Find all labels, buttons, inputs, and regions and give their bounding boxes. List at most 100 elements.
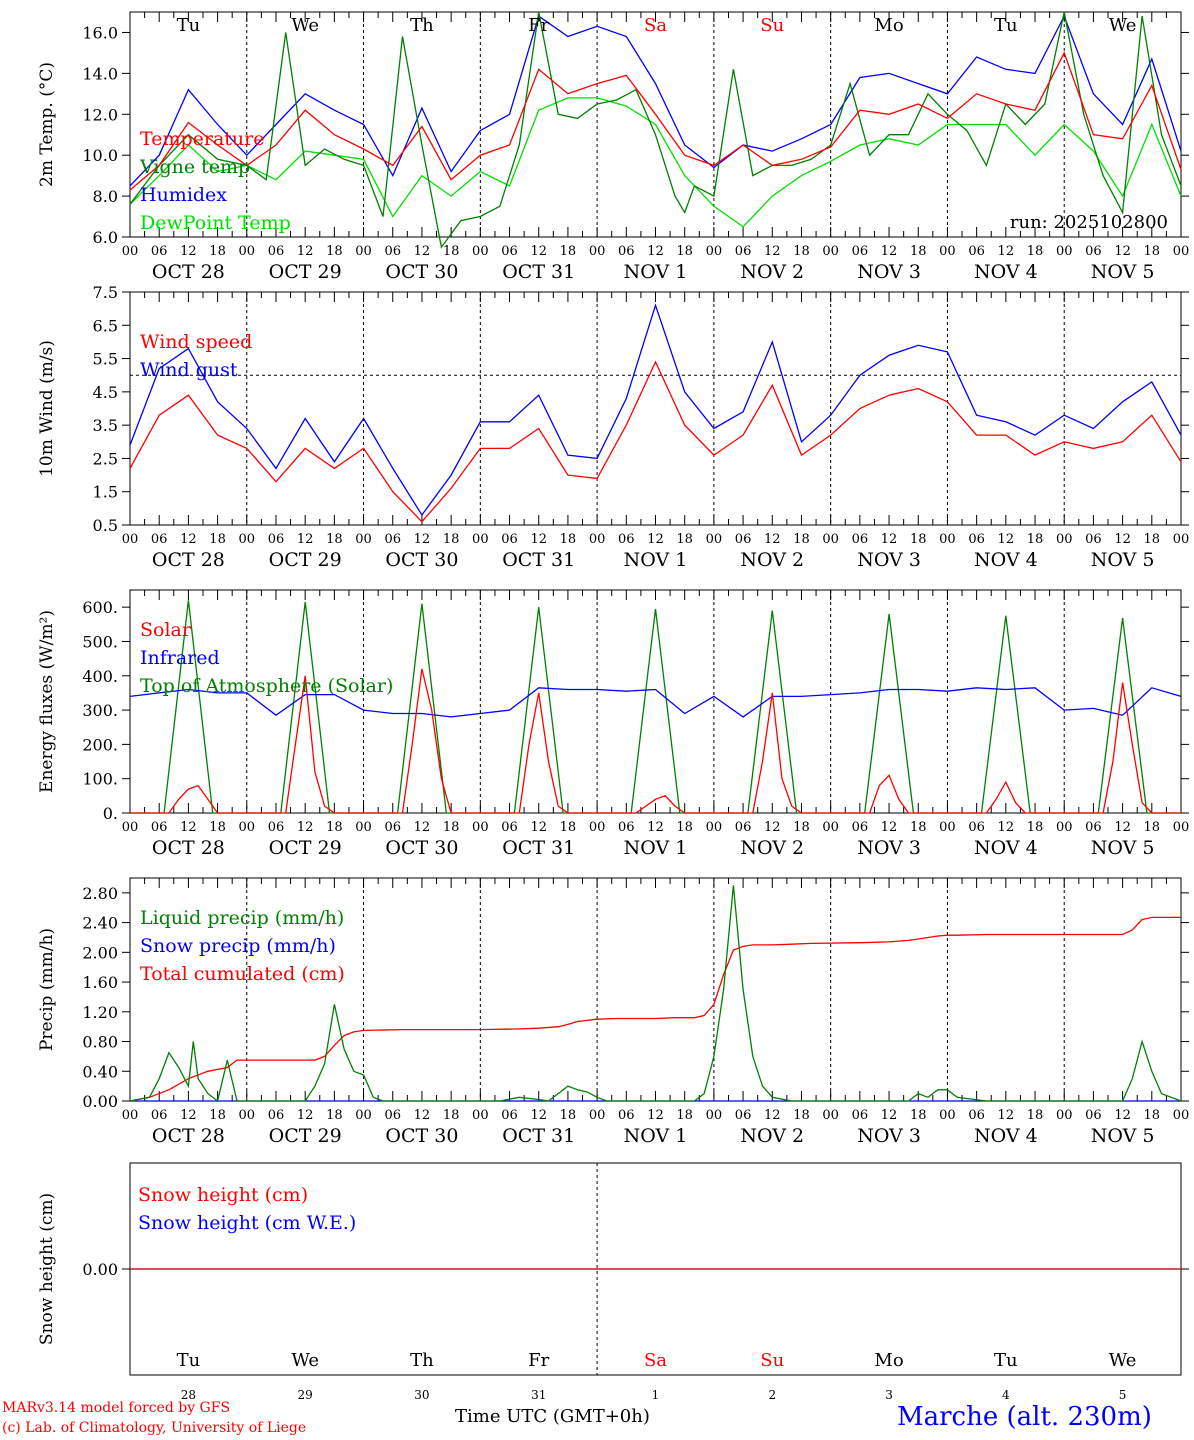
y-tick-label: 1.20 (82, 1003, 118, 1022)
x-hour-label: 06 (735, 1108, 752, 1123)
day-number: 1 (652, 1388, 660, 1402)
x-hour-label: 00 (122, 1108, 139, 1123)
weekday-label: Su (760, 1350, 784, 1371)
x-hour-label: 06 (268, 1108, 285, 1123)
x-hour-label: 06 (852, 244, 869, 259)
x-hour-label: 18 (793, 244, 810, 259)
x-hour-label: 06 (618, 532, 635, 547)
x-hour-label: 06 (1085, 244, 1102, 259)
x-hour-label: 18 (910, 820, 927, 835)
day-label: NOV 4 (974, 1125, 1038, 1147)
x-hour-label: 12 (297, 820, 314, 835)
y-tick-label: 100. (82, 770, 118, 789)
series-line (129, 916, 1181, 1102)
x-hour-label: 06 (501, 820, 518, 835)
x-hour-label: 00 (589, 1108, 606, 1123)
day-label: OCT 31 (502, 549, 575, 571)
x-hour-label: 00 (355, 532, 372, 547)
x-hour-label: 00 (239, 244, 256, 259)
series-line (130, 668, 1181, 814)
y-tick-label: 500. (82, 632, 118, 651)
x-hour-label: 12 (998, 1108, 1015, 1123)
x-hour-label: 18 (326, 1108, 343, 1123)
series-line (130, 600, 1181, 814)
x-hour-label: 12 (297, 1108, 314, 1123)
x-hour-label: 12 (414, 1108, 431, 1123)
x-hour-label: 06 (384, 532, 401, 547)
day-label: OCT 29 (269, 1125, 342, 1147)
x-hour-label: 06 (501, 1108, 518, 1123)
x-hour-label: 00 (472, 244, 489, 259)
day-number: 31 (531, 1388, 546, 1402)
x-hour-label: 06 (1085, 1108, 1102, 1123)
series-line (129, 360, 1182, 523)
x-hour-label: 12 (180, 244, 197, 259)
x-hour-label: 18 (910, 244, 927, 259)
x-hour-label: 18 (793, 1108, 810, 1123)
day-label: OCT 30 (385, 549, 458, 571)
day-label: NOV 1 (624, 1125, 688, 1147)
x-hour-label: 12 (881, 532, 898, 547)
legend-entry: Temperature (140, 128, 264, 150)
y-tick-label: 0. (103, 804, 118, 823)
x-hour-label: 06 (384, 1108, 401, 1123)
y-tick-label: 0.00 (82, 1260, 118, 1279)
day-number: 28 (181, 1388, 196, 1402)
legend-entry: Vigne temp (139, 156, 250, 178)
x-hour-label: 18 (1027, 244, 1044, 259)
weekday-label: Tu (177, 15, 201, 36)
x-hour-label: 12 (764, 820, 781, 835)
day-number: 29 (298, 1388, 313, 1402)
day-label: OCT 29 (269, 837, 342, 859)
x-hour-label: 00 (589, 532, 606, 547)
x-hour-label: 12 (1114, 820, 1131, 835)
series-line (129, 14, 1182, 187)
weekday-label: We (1109, 1350, 1137, 1371)
y-tick-label: 2.80 (82, 884, 118, 903)
day-label: NOV 2 (740, 549, 804, 571)
x-hour-label: 12 (180, 1108, 197, 1123)
y-tick-label: 6.5 (93, 316, 118, 335)
x-hour-label: 06 (384, 244, 401, 259)
x-hour-label: 00 (589, 820, 606, 835)
day-label: NOV 4 (974, 837, 1038, 859)
weekday-label: Su (760, 15, 784, 36)
x-hour-label: 00 (939, 820, 956, 835)
y-tick-label: 2.5 (93, 449, 118, 468)
y-tick-label: 4.5 (93, 383, 118, 402)
x-hour-label: 06 (268, 244, 285, 259)
x-hour-label: 06 (151, 532, 168, 547)
y-tick-label: 12.0 (82, 105, 118, 124)
x-hour-label: 18 (676, 244, 693, 259)
weekday-label: Tu (994, 15, 1018, 36)
x-hour-label: 12 (647, 1108, 664, 1123)
x-hour-label: 06 (735, 820, 752, 835)
weekday-label: Fr (528, 1350, 549, 1371)
day-label: OCT 31 (502, 1125, 575, 1147)
x-hour-label: 00 (1056, 532, 1073, 547)
day-number: 5 (1119, 1388, 1127, 1402)
x-hour-label: 06 (501, 244, 518, 259)
x-hour-label: 00 (589, 244, 606, 259)
day-label: NOV 2 (740, 837, 804, 859)
legend-entry: Solar (140, 619, 192, 641)
y-tick-label: 2.00 (82, 943, 118, 962)
y-tick-label: 1.60 (82, 973, 118, 992)
day-label: NOV 2 (740, 261, 804, 283)
day-label: NOV 5 (1091, 1125, 1155, 1147)
y-tick-label: 16.0 (82, 23, 118, 42)
x-hour-label: 00 (1173, 244, 1190, 259)
day-label: NOV 4 (974, 549, 1038, 571)
day-label: OCT 28 (152, 549, 225, 571)
y-tick-label: 0.5 (93, 516, 118, 535)
y-tick-label: 1.5 (93, 483, 118, 502)
day-label: OCT 29 (269, 549, 342, 571)
day-label: NOV 3 (857, 837, 921, 859)
x-hour-label: 00 (1056, 244, 1073, 259)
day-number: 2 (768, 1388, 776, 1402)
x-hour-label: 00 (472, 1108, 489, 1123)
station-label: Marche (alt. 230m) (897, 1402, 1152, 1432)
x-hour-label: 12 (647, 820, 664, 835)
day-label: NOV 3 (857, 549, 921, 571)
